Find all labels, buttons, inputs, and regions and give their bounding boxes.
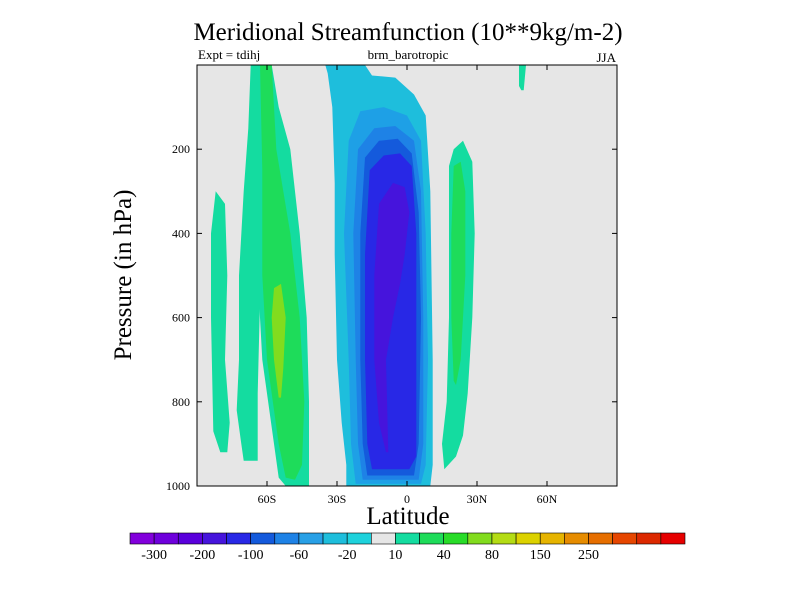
colorbar-swatch: [588, 532, 613, 545]
colorbar-swatch: [515, 532, 541, 545]
colorbar-swatch: [202, 532, 227, 545]
y-axis: 200 400 600 800 1000: [166, 142, 617, 493]
x-tick-label: 60S: [258, 492, 277, 506]
chart-title: Meridional Streamfunction (10**9kg/m-2): [193, 19, 622, 46]
run-name-label: brm_barotropic: [368, 47, 449, 62]
x-tick-label: 60N: [537, 492, 558, 506]
experiment-label: Expt = tdihj: [198, 47, 260, 62]
contour-region-13-level-80: [271, 283, 286, 398]
contour-region-5-level--120: [374, 182, 410, 453]
y-tick-label: 200: [172, 142, 190, 156]
colorbar-swatch: [250, 532, 276, 545]
colorbar-label: 10: [388, 548, 402, 563]
colorbar-label: -100: [238, 548, 264, 563]
colorbar-swatch: [539, 532, 565, 545]
colorbar-swatch: [298, 532, 324, 545]
x-tick-label: 0: [404, 492, 410, 506]
contour-layers: [211, 65, 526, 486]
colorbar-label: -200: [190, 548, 216, 563]
y-tick-label: 600: [172, 311, 190, 325]
colorbar-swatch: [274, 532, 300, 545]
colorbar-swatch: [636, 532, 662, 545]
colorbar-label: -20: [338, 548, 357, 563]
x-tick-label: 30N: [467, 492, 488, 506]
colorbar-swatch: [491, 532, 517, 545]
contour-region-8-level-10: [236, 65, 263, 461]
colorbar-label: 150: [530, 548, 551, 563]
colorbar-swatch: [612, 532, 638, 545]
colorbar-swatch: [395, 532, 420, 545]
y-axis-label: Pressure (in hPa): [110, 190, 137, 361]
colorbar-swatch: [346, 532, 372, 545]
colorbar-swatch: [443, 532, 469, 545]
colorbar-label: 250: [578, 548, 599, 563]
colorbar-label: -300: [141, 548, 167, 563]
x-tick-label: 30S: [328, 492, 347, 506]
colorbar-swatch: [371, 532, 396, 545]
colorbar-swatch: [564, 532, 589, 545]
colorbar-label: 80: [485, 548, 499, 563]
colorbar-swatch: [322, 532, 348, 545]
contour-region-10-level-10: [519, 65, 526, 91]
contour-region-12-level-40: [451, 161, 466, 385]
colorbar-label: -60: [290, 548, 309, 563]
colorbar: [129, 532, 686, 545]
colorbar-label: 40: [437, 548, 451, 563]
colorbar-swatch: [419, 532, 444, 545]
y-tick-label: 1000: [166, 479, 190, 493]
y-tick-label: 800: [172, 395, 190, 409]
contour-region-11-level-40: [260, 65, 305, 480]
x-axis-label: Latitude: [366, 503, 449, 530]
colorbar-labels: -300 -200 -100 -60 -20 10 40 80 150 250: [141, 548, 599, 563]
colorbar-swatch: [467, 532, 493, 545]
colorbar-swatch: [129, 532, 155, 545]
y-tick-label: 400: [172, 226, 190, 240]
colorbar-swatch: [226, 532, 251, 545]
colorbar-swatch: [177, 532, 203, 545]
x-axis: 60S 30S 0 30N 60N: [258, 65, 558, 506]
contour-region-7-level-10: [211, 191, 230, 453]
plot-area: [196, 64, 618, 487]
colorbar-swatch: [660, 532, 686, 545]
colorbar-swatch: [153, 532, 179, 545]
season-label: JJA: [596, 50, 616, 65]
